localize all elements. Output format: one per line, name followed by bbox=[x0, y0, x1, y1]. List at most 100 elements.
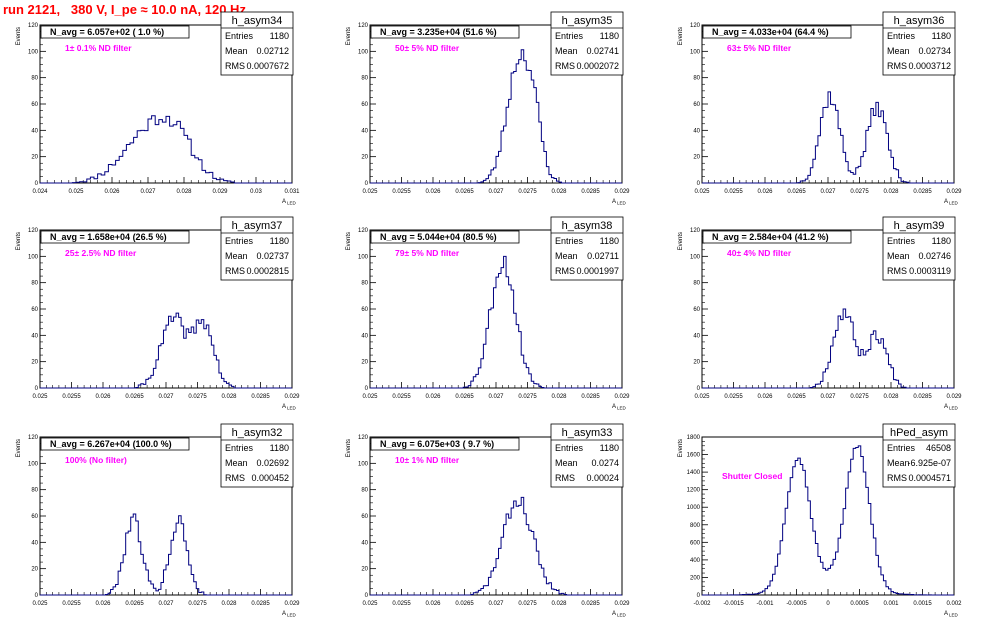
x-tick-label: 0.026 bbox=[95, 394, 111, 400]
x-tick-label: 0.027 bbox=[820, 394, 836, 400]
y-tick-label: 80 bbox=[361, 281, 368, 287]
x-tick-label: 0.027 bbox=[488, 601, 504, 607]
x-tick-label: 0.029 bbox=[614, 189, 630, 195]
x-axis-label: ALED bbox=[282, 199, 297, 206]
filter-annotation: 1± 0.1% ND filter bbox=[65, 43, 132, 53]
histogram-line bbox=[370, 496, 622, 596]
histogram-line bbox=[40, 513, 292, 596]
y-tick-label: 1000 bbox=[687, 505, 701, 511]
x-tick-label: 0.025 bbox=[362, 189, 378, 195]
x-tick-label: 0.026 bbox=[757, 394, 773, 400]
x-tick-label: 0.029 bbox=[946, 394, 962, 400]
y-tick-label: 40 bbox=[361, 540, 368, 546]
x-tick-label: 0.031 bbox=[284, 189, 300, 195]
y-tick-label: 120 bbox=[690, 23, 701, 29]
stats-value: 1180 bbox=[270, 236, 289, 246]
y-tick-label: 20 bbox=[361, 360, 368, 366]
stats-label: Entries bbox=[225, 236, 254, 246]
y-tick-label: 20 bbox=[31, 360, 38, 366]
y-tick-label: 80 bbox=[361, 76, 368, 82]
stats-name: h_asym33 bbox=[562, 427, 613, 439]
x-tick-label: 0.0275 bbox=[188, 394, 207, 400]
x-tick-label: 0.027 bbox=[488, 394, 504, 400]
y-tick-label: 100 bbox=[28, 49, 39, 55]
x-tick-label: 0.026 bbox=[425, 601, 441, 607]
x-tick-label: 0.027 bbox=[158, 601, 174, 607]
x-tick-label: 0.0285 bbox=[913, 189, 932, 195]
stats-label: Entries bbox=[225, 443, 254, 453]
stats-label: RMS bbox=[555, 61, 575, 71]
stats-label: Entries bbox=[555, 236, 584, 246]
filter-annotation: 50± 5% ND filter bbox=[395, 43, 460, 53]
x-tick-label: -0.0015 bbox=[723, 601, 744, 607]
y-tick-label: 60 bbox=[31, 307, 38, 313]
x-tick-label: 0.029 bbox=[614, 601, 630, 607]
stats-value: 1180 bbox=[932, 236, 951, 246]
y-tick-label: 60 bbox=[361, 307, 368, 313]
x-tick-label: 0.028 bbox=[551, 394, 567, 400]
navg-title-box bbox=[40, 25, 190, 39]
y-axis-label: Events bbox=[16, 27, 22, 45]
x-axis-label: ALED bbox=[282, 611, 297, 618]
x-tick-label: 0.028 bbox=[883, 394, 899, 400]
x-tick-label: 0.029 bbox=[614, 394, 630, 400]
x-tick-label: 0.027 bbox=[488, 189, 504, 195]
x-tick-label: 0.0255 bbox=[392, 394, 411, 400]
navg-title: N_avg = 5.044e+04 (80.5 %) bbox=[380, 232, 497, 242]
navg-title-box bbox=[40, 230, 190, 244]
y-tick-label: 0 bbox=[365, 593, 369, 599]
stats-name: hPed_asym bbox=[890, 427, 948, 439]
navg-title-box bbox=[702, 25, 852, 39]
y-axis-label: Events bbox=[678, 27, 684, 45]
stats-box bbox=[550, 216, 624, 281]
stats-value: 0.0002072 bbox=[576, 61, 619, 71]
stats-value: 0.02712 bbox=[256, 46, 289, 56]
y-tick-label: 60 bbox=[693, 307, 700, 313]
y-tick-label: 600 bbox=[690, 540, 701, 546]
histogram-panel-h_asym39: 0.025 0.0255 0.026 0.0265 0.027 0.0275 0.028 0.… bbox=[678, 216, 962, 411]
x-axis-label-subscript: LED bbox=[617, 406, 627, 411]
x-tick-label: 0.0275 bbox=[850, 189, 869, 195]
y-tick-label: 0 bbox=[697, 593, 701, 599]
histogram-line bbox=[702, 445, 954, 596]
stats-value: 0.00024 bbox=[586, 473, 619, 483]
stats-value: 0.02737 bbox=[256, 251, 289, 261]
stats-label: Entries bbox=[887, 443, 916, 453]
x-tick-label: 0.028 bbox=[883, 189, 899, 195]
stats-value: 0.02746 bbox=[918, 251, 951, 261]
stats-label: Mean bbox=[225, 458, 248, 468]
navg-title-box bbox=[370, 437, 520, 451]
y-axis-label: Events bbox=[678, 439, 684, 457]
stats-value: 0.02741 bbox=[586, 46, 619, 56]
y-tick-label: 100 bbox=[28, 254, 39, 260]
stats-label: RMS bbox=[225, 266, 245, 276]
histogram-panel-h_asym36: 0.025 0.0255 0.026 0.0265 0.027 0.0275 0.028 0.… bbox=[678, 11, 962, 206]
stats-label: RMS bbox=[887, 473, 907, 483]
x-tick-label: -0.001 bbox=[756, 601, 774, 607]
y-tick-label: 120 bbox=[358, 435, 369, 441]
y-tick-label: 20 bbox=[693, 360, 700, 366]
y-tick-label: 120 bbox=[28, 228, 39, 234]
x-tick-label: 0.026 bbox=[425, 189, 441, 195]
x-tick-label: 0.0265 bbox=[787, 394, 806, 400]
x-axis-label: ALED bbox=[282, 404, 297, 411]
navg-title: N_avg = 6.057e+02 ( 1.0 %) bbox=[50, 27, 164, 37]
x-tick-label: 0.0255 bbox=[62, 601, 81, 607]
stats-box bbox=[882, 216, 956, 281]
x-axis-label: ALED bbox=[612, 199, 627, 206]
stats-value: 0.02734 bbox=[918, 46, 951, 56]
y-axis-label: Events bbox=[346, 439, 352, 457]
stats-value: 0.02692 bbox=[256, 458, 289, 468]
navg-title: N_avg = 2.584e+04 (41.2 %) bbox=[712, 232, 829, 242]
y-tick-label: 40 bbox=[693, 128, 700, 134]
x-tick-label: 0.025 bbox=[694, 189, 710, 195]
stats-box bbox=[550, 423, 624, 488]
stats-name: h_asym36 bbox=[894, 15, 945, 27]
stats-value: 1180 bbox=[600, 443, 619, 453]
y-tick-label: 20 bbox=[361, 155, 368, 161]
x-tick-label: 0.025 bbox=[694, 394, 710, 400]
y-axis-label: Events bbox=[346, 232, 352, 250]
x-tick-label: 0.029 bbox=[284, 394, 300, 400]
y-tick-label: 80 bbox=[361, 488, 368, 494]
